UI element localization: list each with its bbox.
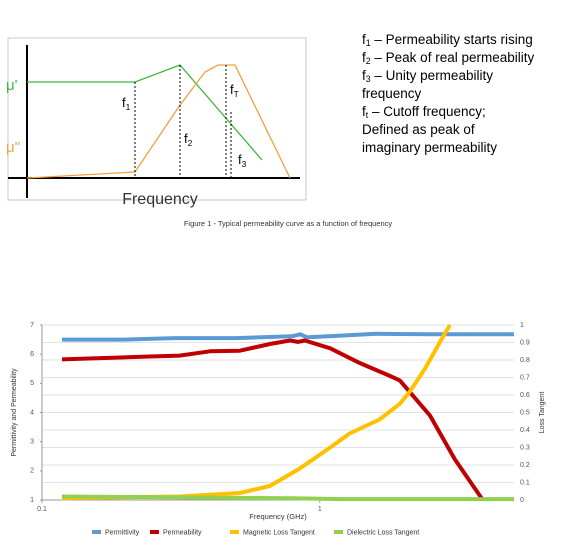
symbol: f xyxy=(362,32,366,47)
subscript: t xyxy=(366,110,369,120)
subscript: 3 xyxy=(242,159,247,169)
note-text: frequency xyxy=(362,86,422,101)
note-text: – Peak of real permeability xyxy=(371,50,535,65)
y2-tick-label: 0.3 xyxy=(520,444,530,451)
mu-imag: μ'' xyxy=(6,139,21,156)
y2-tick-label: 0.5 xyxy=(520,409,530,416)
note-line: f2 – Peak of real permeability xyxy=(362,50,534,67)
x-axis-label: Frequency (GHz) xyxy=(249,512,307,521)
subscript: 2 xyxy=(188,138,193,148)
symbol: f xyxy=(362,68,366,83)
y2-tick-label: 0.4 xyxy=(520,427,530,434)
note-line: imaginary permeability xyxy=(362,140,497,155)
y2-tick-label: 0.6 xyxy=(520,392,530,399)
y2-axis-label: Loss Tangent xyxy=(539,392,546,434)
y-tick-label: 6 xyxy=(30,351,34,358)
symbol: f xyxy=(230,82,234,97)
y-tick-label: 3 xyxy=(30,439,34,446)
note-line: f1 – Permeability starts rising xyxy=(362,32,533,49)
marker-label: fT xyxy=(230,82,239,99)
schematic-axis-label: Frequency xyxy=(122,191,198,208)
y2-tick-label: 0.1 xyxy=(520,479,530,486)
note-line: Defined as peak of xyxy=(362,122,475,137)
legend-swatch xyxy=(150,530,159,534)
y-tick-label: 5 xyxy=(30,380,34,387)
marker-label: f2 xyxy=(184,131,193,148)
subscript: 3 xyxy=(366,74,371,84)
y-tick-label: 7 xyxy=(30,322,34,329)
note-line: frequency xyxy=(362,86,422,101)
y2-tick-label: 0.9 xyxy=(520,339,530,346)
real-curve xyxy=(27,64,263,161)
legend-label: Magnetic Loss Tangent xyxy=(243,529,315,536)
legend-swatch xyxy=(334,530,343,534)
symbol: f xyxy=(362,104,366,119)
symbol: f xyxy=(122,95,126,110)
subscript: 2 xyxy=(366,56,371,66)
y-axis-label: Permittivity and Permeability xyxy=(11,368,18,457)
marker-label: f3 xyxy=(238,152,247,169)
subscript: 1 xyxy=(126,102,131,112)
x-tick-label: 0.1 xyxy=(37,506,47,513)
subscript: 1 xyxy=(366,38,371,48)
legend-swatch xyxy=(92,530,101,534)
note-text: imaginary permeability xyxy=(362,140,497,155)
legend-label: Permeability xyxy=(163,529,202,536)
symbol: f xyxy=(362,50,366,65)
y-tick-label: 1 xyxy=(30,497,34,504)
legend-label: Permittivity xyxy=(105,529,140,536)
series-line xyxy=(62,331,514,342)
y-tick-label: 2 xyxy=(30,468,34,475)
y2-tick-label: 0 xyxy=(520,497,524,504)
subscript: T xyxy=(234,89,239,99)
note-text: – Unity permeability xyxy=(371,68,494,83)
symbol: f xyxy=(184,131,188,146)
y-tick-label: 4 xyxy=(30,409,34,416)
note-line: f3 – Unity permeability xyxy=(362,68,493,85)
y2-tick-label: 1 xyxy=(520,322,524,329)
legend-label: Dielectric Loss Tangent xyxy=(347,529,419,536)
note-line: ft – Cutoff frequency; xyxy=(362,104,486,121)
x-tick-label: 1 xyxy=(318,506,322,513)
caption: Figure 1 - Typical permeability curve as… xyxy=(184,219,393,228)
series-line xyxy=(61,323,452,501)
y2-tick-label: 0.2 xyxy=(520,462,530,469)
symbol: f xyxy=(238,152,242,167)
series-line xyxy=(61,338,485,502)
series-line xyxy=(61,494,514,502)
mu-real: μ' xyxy=(6,77,18,94)
marker-label: f1 xyxy=(122,95,131,112)
y2-tick-label: 0.8 xyxy=(520,357,530,364)
y2-tick-label: 0.7 xyxy=(520,374,530,381)
legend-swatch xyxy=(230,530,239,534)
note-text: – Permeability starts rising xyxy=(371,32,533,47)
schematic-frame xyxy=(7,37,307,201)
note-text: – Cutoff frequency; xyxy=(368,104,486,119)
note-text: Defined as peak of xyxy=(362,122,475,137)
